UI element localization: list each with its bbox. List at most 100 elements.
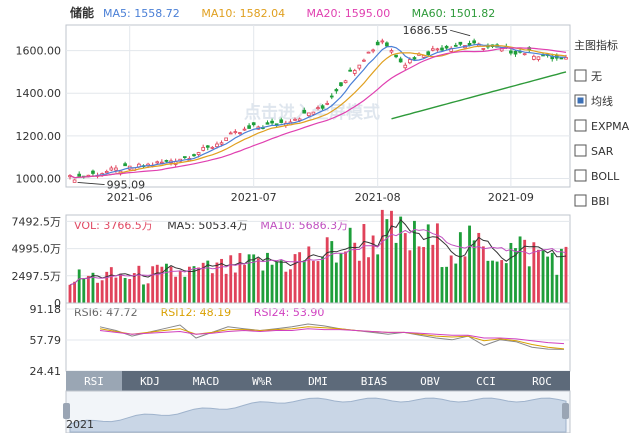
candle [247, 125, 251, 129]
price-x-tick-label: 2021-08 [355, 191, 401, 204]
indicator-option-0[interactable]: 无 [574, 69, 602, 83]
volume-bar [380, 209, 384, 303]
tab-macd[interactable]: MACD [193, 375, 220, 388]
tab-kdj[interactable]: KDJ [140, 375, 160, 388]
volume-bar [137, 265, 141, 303]
candle [114, 167, 118, 171]
ma-header: MA5: 1558.72 MA10: 1582.04 MA20: 1595.00 MA… [103, 7, 495, 20]
volume-bar [128, 279, 132, 303]
rsi-line-rsi12 [99, 326, 565, 350]
tab-cci[interactable]: CCI [476, 375, 496, 388]
price-x-axis: 2021-06 2021-07 2021-08 2021-09 [107, 191, 534, 204]
volume-bar [155, 264, 159, 303]
tab-bar [66, 371, 570, 391]
volume-bar [114, 277, 118, 303]
volume-bar [463, 256, 467, 303]
volume-bar [284, 271, 288, 303]
volume-bar [550, 252, 554, 303]
volume-bar [435, 223, 439, 303]
volume-bar [362, 224, 366, 303]
volume-bar [169, 266, 173, 303]
volume-bar [238, 253, 242, 303]
candle [453, 44, 458, 47]
candle [522, 53, 527, 56]
indicator-option-4[interactable]: BOLL [574, 169, 620, 183]
volume-bar [256, 258, 260, 303]
min-pointer [77, 182, 105, 185]
vol-y-tick-label: 4995.0万 [12, 243, 62, 256]
volume-bar [183, 276, 187, 303]
volume-bar [270, 264, 274, 303]
indicator-panel-title: 主图指标 [574, 38, 618, 52]
candle [279, 119, 284, 123]
price-annotations: 1686.55 995.09 [77, 24, 471, 192]
volume-bar [123, 277, 127, 303]
indicator-option-5[interactable]: BBI [574, 194, 609, 208]
indicator-option-2[interactable]: EXPMA [574, 119, 630, 133]
tab-obv[interactable]: OBV [420, 375, 440, 388]
candle [536, 56, 541, 60]
volume-bar [307, 246, 311, 303]
volume-bar [454, 263, 458, 303]
candle [334, 89, 339, 92]
rsi-panel[interactable] [65, 302, 571, 372]
volume-bar [174, 276, 178, 303]
indicator-checkbox[interactable] [574, 194, 587, 207]
indicator-panel: 主图指标 无均线 EXPMA SAR BOLL BBI [574, 38, 630, 208]
candle [385, 42, 389, 47]
candle [123, 163, 127, 167]
volume-bar [532, 242, 536, 303]
tab-wpctr[interactable]: W%R [252, 375, 272, 388]
volume-bar [431, 244, 435, 303]
rsi-y-axis: 91.18 57.79 24.41 [30, 303, 62, 378]
indicator-checkbox[interactable] [574, 69, 587, 82]
volume-bar [160, 266, 164, 303]
ma-header-label-2: MA20: 1595.00 [307, 7, 391, 20]
indicator-option-3[interactable]: SAR [574, 144, 614, 158]
max-price-label: 1686.55 [403, 24, 449, 37]
ma60-line [391, 71, 567, 120]
tab-bias[interactable]: BIAS [361, 375, 388, 388]
indicator-checkbox[interactable] [574, 169, 587, 182]
volume-bar [449, 255, 453, 303]
candle [509, 50, 513, 54]
volume-bar [68, 284, 72, 303]
volume-bar [178, 270, 182, 303]
navigator-right-handle[interactable] [562, 403, 569, 419]
rsi-line-rsi24 [99, 328, 565, 345]
volume-bar [357, 260, 361, 303]
volume-y-axis: 7492.5万 4995.0万 2497.5万 0 [12, 215, 62, 310]
ma-header-label-3: MA60: 1501.82 [412, 7, 496, 20]
candle [398, 58, 403, 63]
candle [357, 64, 362, 69]
indicator-checkbox[interactable] [574, 144, 587, 157]
volume-bar [243, 264, 246, 303]
volume-bar [445, 266, 449, 303]
tab-label: OBV [420, 375, 440, 388]
volume-bar [385, 219, 389, 303]
price-grid [66, 25, 570, 187]
candle [242, 128, 247, 131]
volume-bar [311, 261, 315, 303]
indicator-checkbox[interactable] [574, 119, 587, 132]
volume-bar [325, 237, 329, 303]
candle [513, 50, 518, 55]
tab-dmi[interactable]: DMI [308, 375, 328, 388]
volume-bar [105, 271, 109, 303]
tab-roc[interactable]: ROC [532, 375, 552, 388]
candle [251, 122, 256, 126]
volume-bar [390, 210, 393, 303]
price-y-tick-label: 1600.00 [16, 45, 62, 58]
indicator-option-1[interactable]: 均线 [574, 94, 613, 108]
candle [458, 41, 463, 45]
tab-active-bg [66, 371, 122, 391]
candle [104, 171, 109, 174]
volume-bar [96, 282, 99, 303]
volume-bar [477, 232, 481, 303]
volume-bar [559, 248, 563, 303]
max-pointer [450, 29, 471, 37]
tab-rsi[interactable]: RSI [66, 371, 122, 391]
candle [348, 69, 352, 72]
navigator-left-handle[interactable] [63, 403, 70, 419]
candle [435, 48, 440, 51]
